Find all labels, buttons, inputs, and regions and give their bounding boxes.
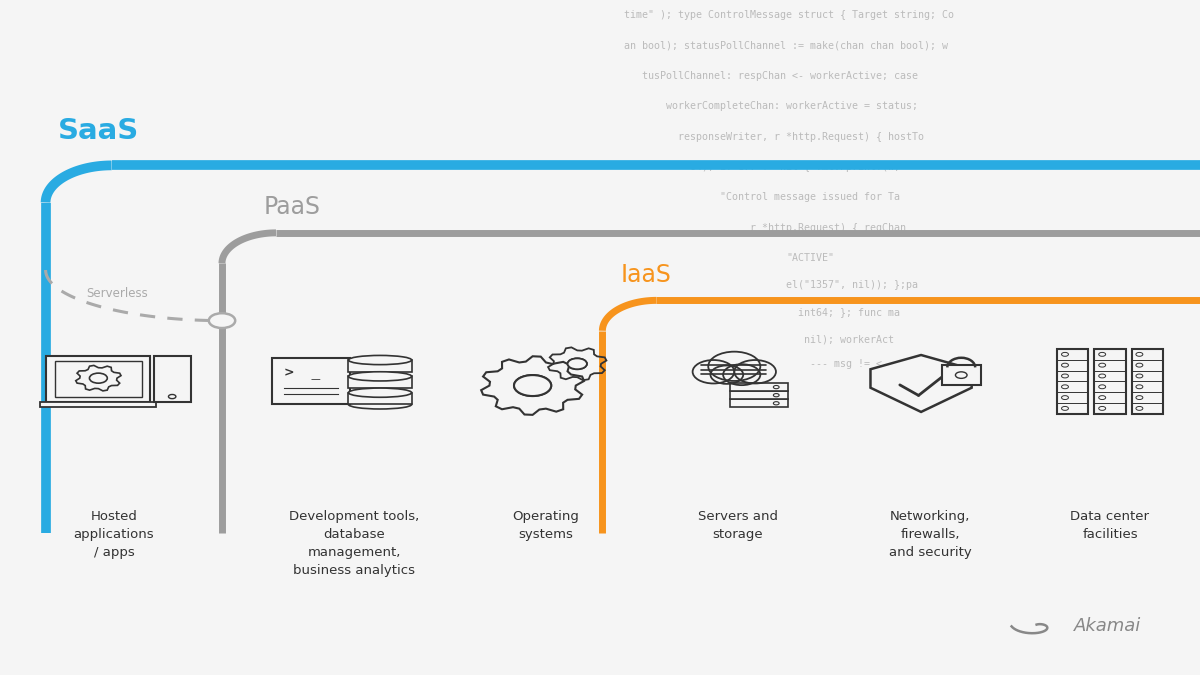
- Bar: [1132, 349, 1163, 414]
- Bar: [730, 391, 788, 399]
- Polygon shape: [870, 355, 972, 412]
- Text: --- msg != <: --- msg != <: [810, 359, 882, 369]
- Text: responseWriter, r *http.Request) { hostTo: responseWriter, r *http.Request) { hostT…: [678, 132, 924, 142]
- Circle shape: [708, 352, 761, 381]
- Text: workerCompleteChan: workerActive = status;: workerCompleteChan: workerActive = statu…: [666, 101, 918, 111]
- Text: an bool); statusPollChannel := make(chan chan bool); w: an bool); statusPollChannel := make(chan…: [624, 40, 948, 51]
- Ellipse shape: [348, 388, 412, 398]
- Bar: [55, 361, 142, 397]
- Text: nil); workerAct: nil); workerAct: [804, 334, 894, 344]
- Text: Hosted
applications
/ apps: Hosted applications / apps: [73, 510, 155, 559]
- Text: PaaS: PaaS: [264, 195, 322, 219]
- Bar: [47, 356, 150, 402]
- Text: Operating
systems: Operating systems: [512, 510, 580, 541]
- Bar: [348, 393, 412, 404]
- Circle shape: [514, 375, 551, 396]
- Bar: [348, 377, 412, 388]
- Text: Akamai: Akamai: [1074, 618, 1141, 635]
- Text: tusPollChannel: respChan <- workerActive; case: tusPollChannel: respChan <- workerActive…: [642, 71, 918, 81]
- Bar: [942, 365, 980, 385]
- Ellipse shape: [348, 372, 412, 381]
- Circle shape: [568, 358, 587, 369]
- Bar: [730, 383, 788, 391]
- Bar: [272, 358, 350, 404]
- Text: SaaS: SaaS: [58, 117, 139, 145]
- Bar: [730, 399, 788, 407]
- Bar: [1094, 349, 1126, 414]
- Circle shape: [734, 360, 776, 383]
- Bar: [41, 402, 156, 407]
- Text: el("1357", nil)); };pa: el("1357", nil)); };pa: [786, 280, 918, 290]
- Text: Servers and
storage: Servers and storage: [698, 510, 778, 541]
- Bar: [154, 356, 191, 402]
- Text: >: >: [284, 367, 294, 379]
- Text: int64; }; func ma: int64; }; func ma: [798, 307, 900, 317]
- Text: Networking,
firewalls,
and security: Networking, firewalls, and security: [889, 510, 971, 559]
- Circle shape: [209, 313, 235, 328]
- Bar: [348, 360, 412, 372]
- Ellipse shape: [348, 400, 412, 409]
- Ellipse shape: [348, 356, 412, 365]
- Text: "Control message issued for Ta: "Control message issued for Ta: [720, 192, 900, 202]
- Text: Data center
facilities: Data center facilities: [1070, 510, 1150, 541]
- Text: 64); if err != nil { fmt.Fprintf(w,: 64); if err != nil { fmt.Fprintf(w,: [690, 162, 900, 172]
- Text: "ACTIVE": "ACTIVE": [786, 253, 834, 263]
- Text: r *http.Request) { reqChan: r *http.Request) { reqChan: [750, 223, 906, 233]
- Bar: [1057, 349, 1088, 414]
- Circle shape: [692, 360, 734, 383]
- Text: Serverless: Serverless: [86, 287, 149, 300]
- Text: —: —: [310, 374, 320, 384]
- Text: time" ); type ControlMessage struct { Target string; Co: time" ); type ControlMessage struct { Ta…: [624, 10, 954, 20]
- Circle shape: [710, 365, 743, 384]
- Text: IaaS: IaaS: [620, 263, 671, 287]
- Text: Development tools,
database
management,
business analytics: Development tools, database management, …: [289, 510, 419, 576]
- Circle shape: [724, 364, 761, 385]
